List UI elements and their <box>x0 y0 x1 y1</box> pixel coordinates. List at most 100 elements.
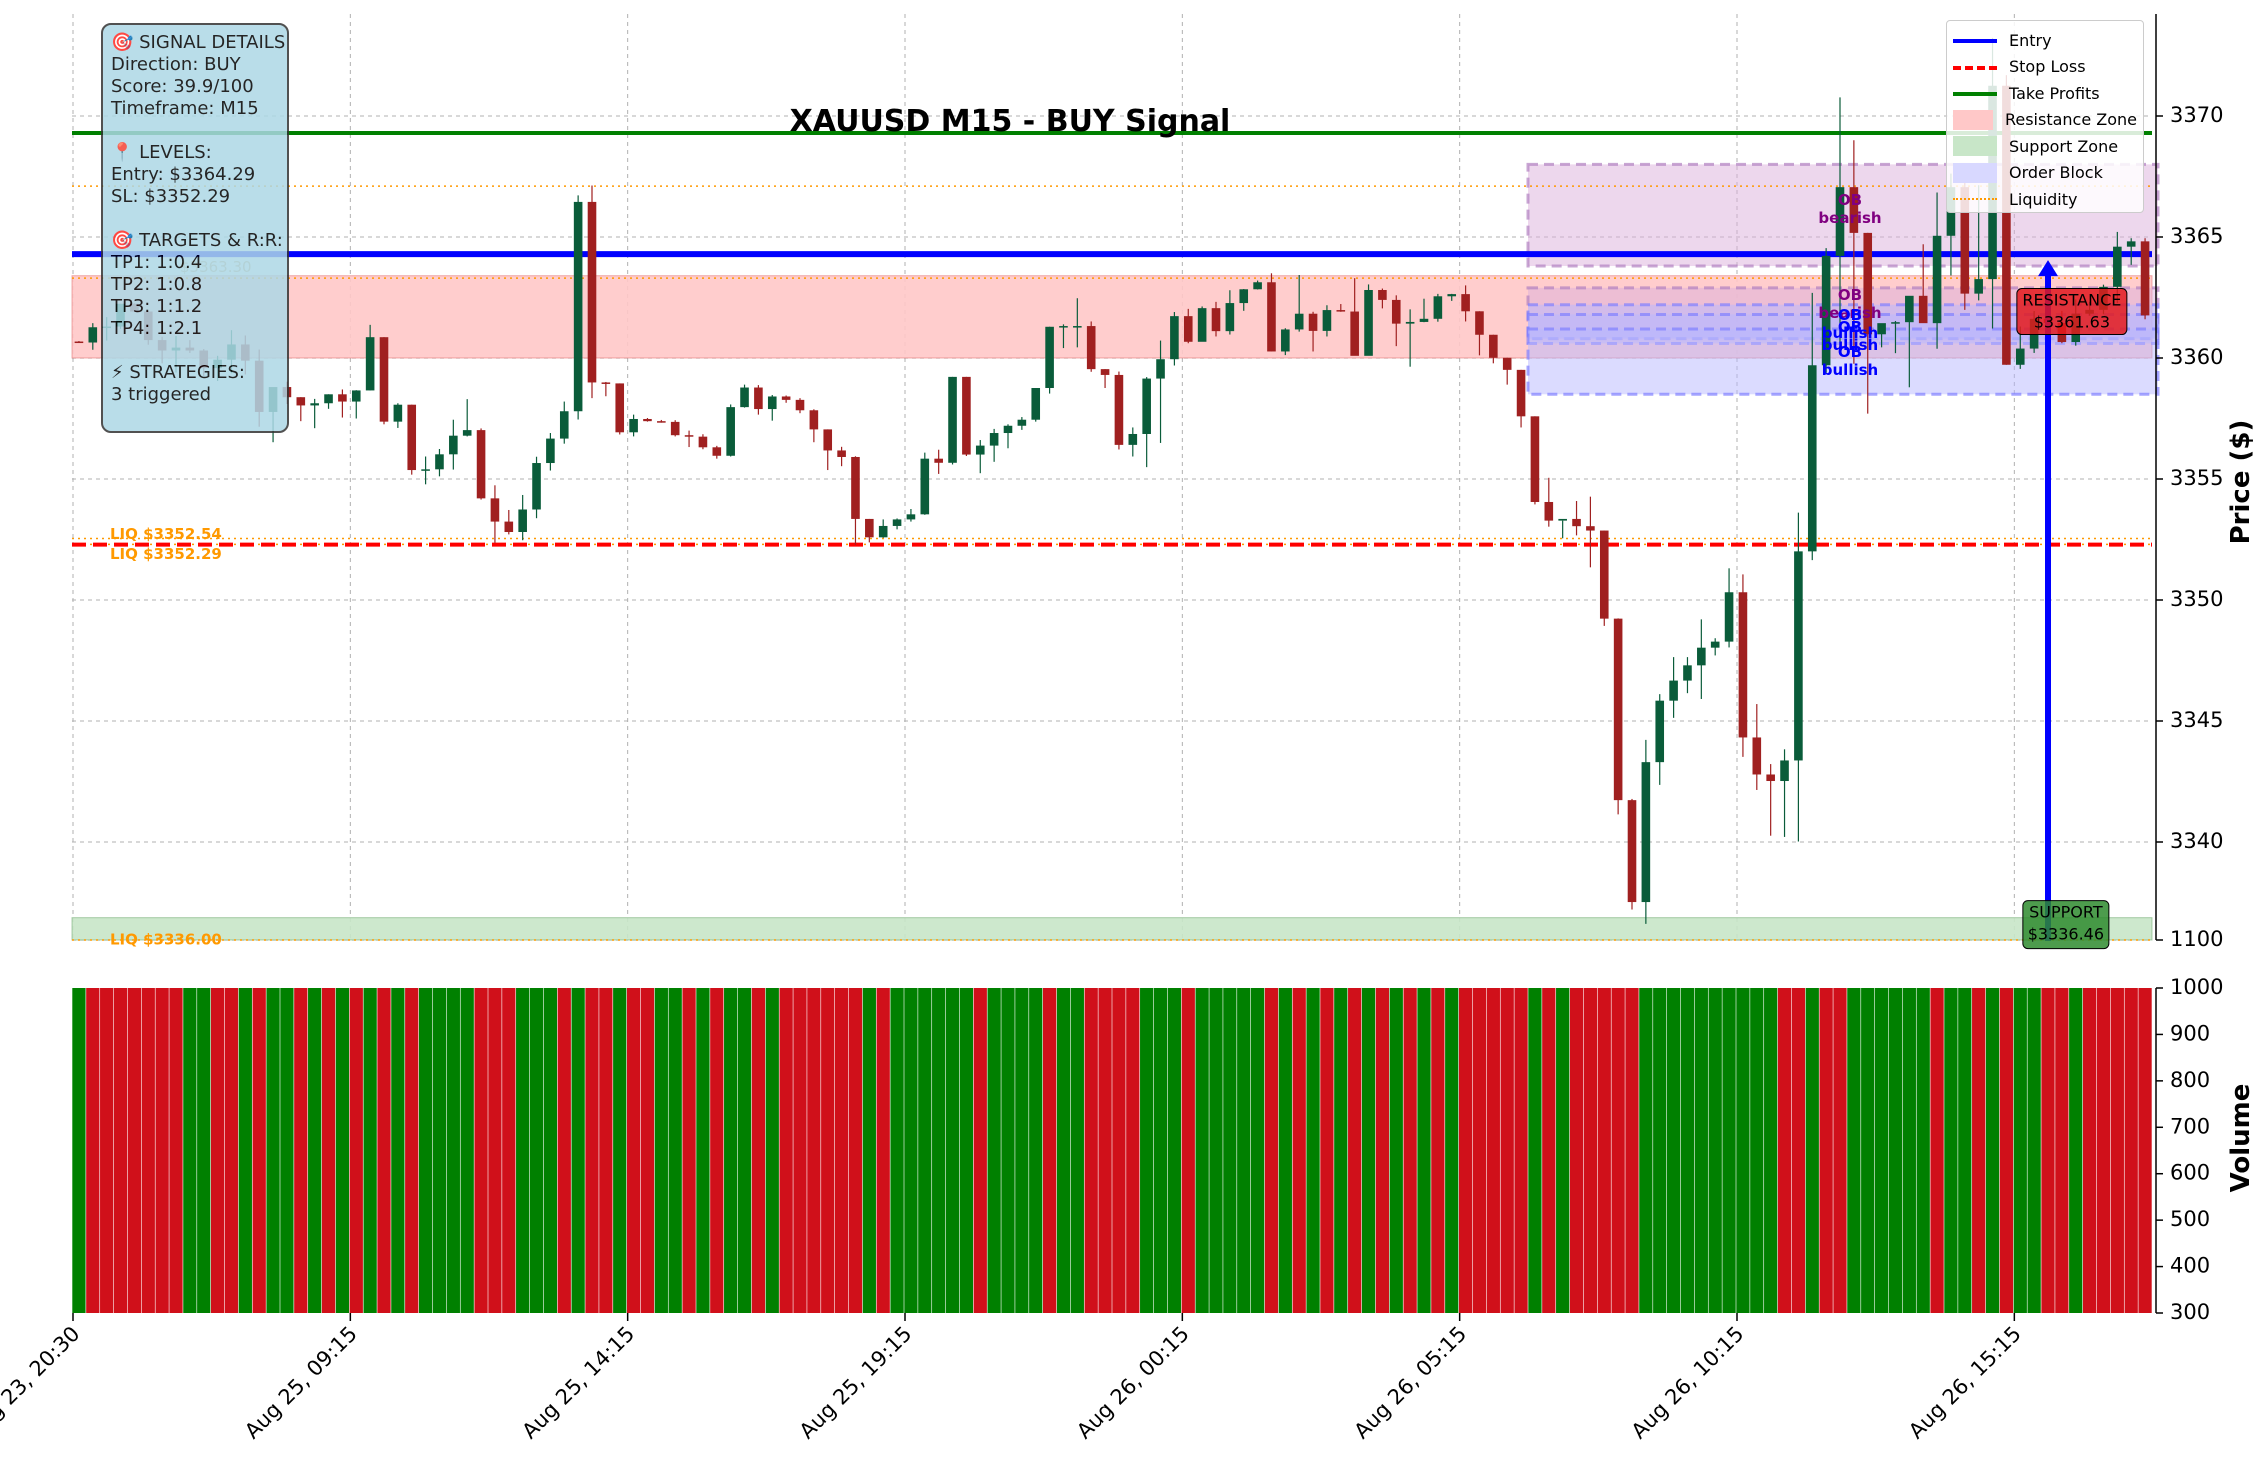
candle-body <box>1086 326 1096 370</box>
candle-body <box>684 435 694 437</box>
candle-body <box>573 201 583 412</box>
volume-bar <box>1403 988 1417 1313</box>
volume-bar <box>418 988 433 1313</box>
volume-bar <box>1764 988 1778 1313</box>
volume-bar <box>1431 988 1445 1313</box>
volume-bar <box>2082 988 2097 1313</box>
signal-box-line: TP1: 1:0.4 <box>111 252 203 273</box>
candle-body <box>892 519 902 526</box>
candle-body <box>1863 232 1873 335</box>
volume-bar <box>1417 988 1431 1313</box>
volume-bar <box>1278 988 1292 1313</box>
volume-bar <box>2138 988 2152 1313</box>
legend-swatch <box>1953 57 1997 77</box>
candle-body <box>2015 348 2025 365</box>
candle-body <box>1461 294 1470 312</box>
candle-body <box>1655 700 1665 763</box>
candle-body <box>1142 378 1151 434</box>
volume-bar <box>904 988 918 1313</box>
volume-bar <box>724 988 738 1313</box>
candle-body <box>462 430 472 436</box>
price-axis-label: Price ($) <box>2226 420 2256 545</box>
volume-bar <box>682 988 696 1313</box>
candle-body <box>1572 518 1581 527</box>
order-block-label: OB bearish <box>1818 191 1881 227</box>
candle-body <box>1613 618 1623 801</box>
candle-body <box>1669 680 1678 701</box>
candle-body <box>1419 318 1429 322</box>
time-tick-label: Aug 25, 14:15 <box>517 1322 639 1444</box>
volume-bar <box>1375 988 1390 1313</box>
volume-bar <box>335 988 350 1313</box>
candle-body <box>1780 760 1789 782</box>
candle-body <box>1807 365 1817 552</box>
candle-body <box>837 450 846 457</box>
volume-tick-label: 700 <box>2170 1114 2210 1138</box>
volume-tick-label: 900 <box>2170 1021 2210 1045</box>
volume-bar <box>2055 988 2069 1313</box>
resistance-label-text: $3361.63 <box>2034 313 2110 332</box>
volume-bar <box>266 988 280 1313</box>
volume-bar <box>1472 988 1487 1313</box>
candle-body <box>1877 323 1886 335</box>
signal-box-line: ⚡ STRATEGIES: <box>111 362 245 383</box>
legend-label: Resistance Zone <box>2004 110 2137 130</box>
zones-layer <box>71 162 2160 941</box>
candle-body <box>657 421 666 423</box>
volume-bar <box>1722 988 1736 1313</box>
volume-bar <box>613 988 627 1313</box>
candle-body <box>1502 357 1512 370</box>
volume-bar <box>1874 988 1889 1313</box>
volume-bar <box>599 988 613 1313</box>
candle-body <box>934 458 943 463</box>
volume-bar <box>1500 988 1514 1313</box>
resistance-label-box <box>2016 288 2128 336</box>
candle-body <box>1114 374 1124 445</box>
volume-bar <box>529 988 544 1313</box>
signal-box-line: 3 triggered <box>111 384 212 405</box>
volume-bar <box>654 988 668 1313</box>
candle-body <box>1821 255 1831 366</box>
volume-bar <box>1250 988 1265 1313</box>
candle-body <box>1627 800 1637 903</box>
candle-body <box>962 376 971 455</box>
candle-body <box>1336 310 1346 312</box>
volume-bar <box>668 988 682 1313</box>
volume-bar <box>1972 988 1986 1313</box>
legend-item: Support Zone <box>1953 133 2137 160</box>
volume-bar <box>1042 988 1057 1313</box>
volume-bar <box>1597 988 1611 1313</box>
candle-body <box>1322 310 1332 331</box>
volume-bar <box>1140 988 1154 1313</box>
candle-body <box>1211 308 1221 332</box>
legend-label: Entry <box>2009 30 2052 50</box>
volume-bar <box>2069 988 2083 1313</box>
volume-bar <box>1666 988 1681 1313</box>
signal-box-line: 🎯 TARGETS & R:R: <box>111 230 283 251</box>
candle-body <box>518 509 527 532</box>
volume-bar <box>1389 988 1403 1313</box>
candle-body <box>615 383 625 433</box>
volume-bar <box>100 988 114 1313</box>
volume-bar <box>1223 988 1237 1313</box>
candle-body <box>338 394 347 402</box>
volume-bar <box>1833 988 1847 1313</box>
signal-box-line <box>111 120 279 142</box>
candle-body <box>1364 289 1373 356</box>
signal-details-box: 🎯 SIGNAL DETAILS Direction: BUY Score: 39.… <box>101 23 289 433</box>
volume-bar <box>1237 988 1251 1313</box>
volume-bar <box>571 988 585 1313</box>
price-tick-label: 3345 <box>2170 708 2223 732</box>
volume-bar <box>862 988 876 1313</box>
candle-body <box>1960 187 1970 294</box>
volume-layer <box>72 988 2152 1313</box>
candle-body <box>1253 282 1262 290</box>
volume-bar <box>86 988 100 1313</box>
candle-body <box>1100 369 1110 375</box>
signal-box-line: 📍 LEVELS: <box>111 142 212 163</box>
time-tick-label: Aug 26, 00:15 <box>1072 1322 1194 1444</box>
volume-bar <box>807 988 821 1313</box>
volume-bar <box>640 988 655 1313</box>
volume-bar <box>363 988 377 1313</box>
volume-tick-label: 500 <box>2170 1207 2210 1231</box>
